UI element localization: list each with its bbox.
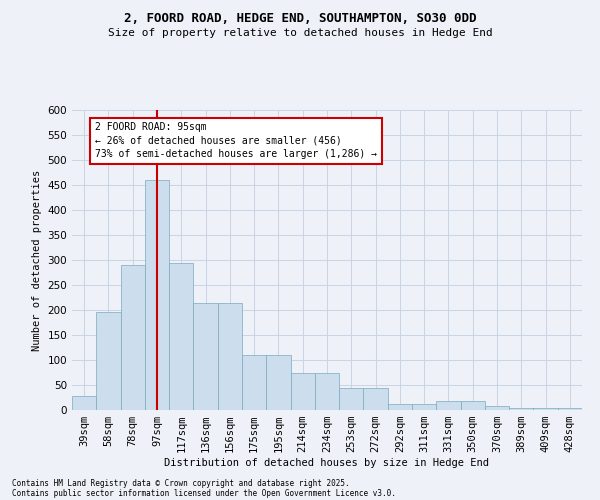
Bar <box>193 302 218 410</box>
Bar <box>412 404 436 410</box>
Bar <box>509 408 533 410</box>
Bar <box>145 180 169 410</box>
Text: 2 FOORD ROAD: 95sqm
← 26% of detached houses are smaller (456)
73% of semi-detac: 2 FOORD ROAD: 95sqm ← 26% of detached ho… <box>95 122 377 159</box>
Text: Size of property relative to detached houses in Hedge End: Size of property relative to detached ho… <box>107 28 493 38</box>
Text: 2, FOORD ROAD, HEDGE END, SOUTHAMPTON, SO30 0DD: 2, FOORD ROAD, HEDGE END, SOUTHAMPTON, S… <box>124 12 476 26</box>
Bar <box>218 302 242 410</box>
Bar <box>461 401 485 410</box>
Text: Contains public sector information licensed under the Open Government Licence v3: Contains public sector information licen… <box>12 488 396 498</box>
Bar <box>388 404 412 410</box>
Bar <box>266 355 290 410</box>
Bar <box>533 408 558 410</box>
Bar <box>72 396 96 410</box>
Bar <box>436 401 461 410</box>
Bar <box>485 406 509 410</box>
Text: Contains HM Land Registry data © Crown copyright and database right 2025.: Contains HM Land Registry data © Crown c… <box>12 478 350 488</box>
Bar <box>339 388 364 410</box>
Bar <box>315 372 339 410</box>
Bar <box>558 408 582 410</box>
X-axis label: Distribution of detached houses by size in Hedge End: Distribution of detached houses by size … <box>164 458 490 468</box>
Bar <box>364 388 388 410</box>
Y-axis label: Number of detached properties: Number of detached properties <box>32 170 42 350</box>
Bar <box>169 262 193 410</box>
Bar <box>121 265 145 410</box>
Bar <box>290 372 315 410</box>
Bar <box>96 312 121 410</box>
Bar <box>242 355 266 410</box>
